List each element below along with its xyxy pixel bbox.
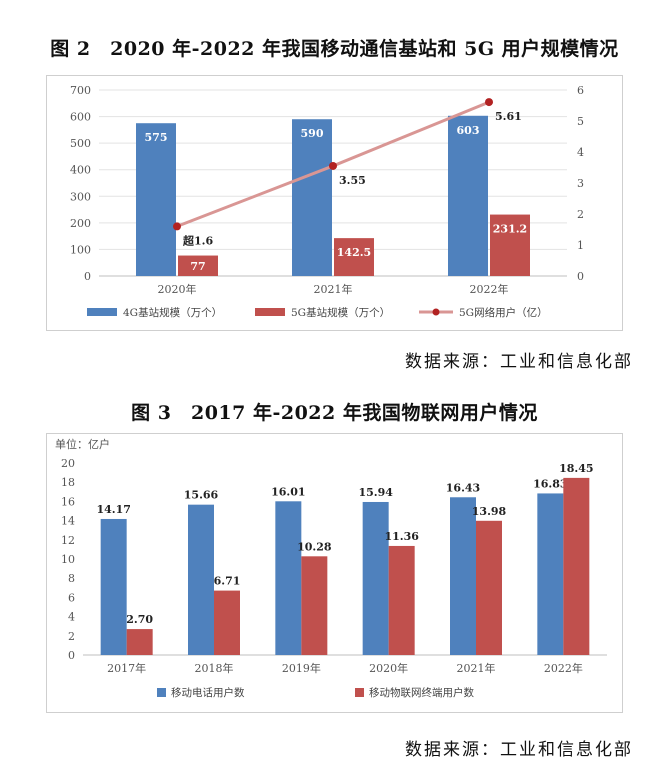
y-tick-label: 6 (68, 591, 75, 604)
bar-iot-terminal-users (476, 520, 502, 655)
bar-mobile-phone-users (362, 501, 389, 655)
legend-iot-terminal-users-label: 移动物联网终端用户数 (369, 686, 474, 699)
y2-tick-label: 4 (577, 146, 584, 159)
bar-iot-terminal-users (388, 545, 415, 655)
y-tick-label: 700 (70, 84, 91, 97)
legend-mobile-phone-users-swatch (157, 688, 166, 697)
line-5g-users-point (329, 161, 337, 170)
x-tick-label: 2018年 (195, 661, 234, 675)
y2-tick-label: 1 (577, 239, 584, 252)
figure-2-title: 图 2 2020 年-2022 年我国移动通信基站和 5G 用户规模情况 (50, 38, 619, 60)
bar-mobile-phone-users-value-label: 15.66 (184, 489, 219, 502)
legend-4g-swatch (87, 308, 117, 316)
bar-iot-terminal-users-value-label: 2.70 (126, 613, 153, 626)
y-tick-label: 500 (70, 137, 91, 150)
x-tick-label: 2020年 (369, 661, 408, 675)
chart-2-svg: 单位：亿户 0 2 4 6 8 10 12 14 16 18 20 2017年 14.17 2.70 2018… (55, 437, 607, 699)
y-tick-label: 100 (70, 243, 91, 256)
legend-5g-label: 5G基站规模（万个） (291, 306, 390, 319)
line-5g-users-value-label: 5.61 (495, 110, 522, 123)
bar-mobile-phone-users-value-label: 16.83 (533, 477, 567, 490)
chart-1-svg: 0 100 200 300 400 500 600 700 0 1 2 3 4 5 6 2020年 2021年 2… (70, 84, 584, 319)
legend-mobile-phone-users-label: 移动电话用户数 (171, 686, 245, 699)
figure-3-title: 图 3 2017 年-2022 年我国物联网用户情况 (131, 402, 538, 424)
bar-mobile-phone-users-value-label: 16.43 (446, 481, 480, 494)
y-tick-label: 4 (68, 611, 75, 624)
y-tick-label: 12 (61, 534, 75, 547)
bar-mobile-phone-users (100, 518, 127, 655)
bar-mobile-phone-users-value-label: 14.17 (96, 503, 130, 516)
bar-4g (292, 119, 332, 276)
bar-mobile-phone-users (275, 501, 302, 655)
y-tick-label: 8 (68, 572, 75, 585)
bar-mobile-phone-users-value-label: 15.94 (358, 486, 393, 499)
bar-4g-value-label: 575 (145, 131, 168, 144)
y-tick-label: 2 (68, 630, 75, 643)
y-tick-label: 10 (61, 553, 75, 566)
bar-iot-terminal-users-value-label: 18.45 (559, 462, 593, 475)
chart-base-stations-5g-users: 0 100 200 300 400 500 600 700 0 1 2 3 4 5 6 2020年 2021年 2… (46, 75, 623, 331)
bar-5g (334, 238, 374, 276)
legend-iot-terminal-users-swatch (355, 688, 364, 697)
x-tick-label: 2022年 (470, 282, 509, 296)
bar-5g (178, 255, 218, 276)
bar-4g (448, 115, 488, 276)
y-tick-label: 16 (61, 495, 75, 508)
bar-iot-terminal-users (126, 629, 153, 655)
y2-tick-label: 3 (577, 177, 584, 190)
chart-iot-users: 单位：亿户 0 2 4 6 8 10 12 14 16 18 20 2017年 14.17 2.70 2018… (46, 433, 623, 713)
figure-3-source: 数据来源：工业和信息化部 (405, 740, 633, 760)
legend-5g-swatch (255, 308, 285, 316)
bar-iot-terminal-users-value-label: 11.36 (384, 530, 419, 543)
y-tick-label: 0 (68, 649, 75, 662)
bar-iot-terminal-users-value-label: 6.71 (214, 575, 241, 588)
bar-iot-terminal-users (563, 477, 590, 655)
legend-5g-users-label: 5G网络用户（亿） (459, 306, 548, 319)
bar-iot-terminal-users-value-label: 10.28 (297, 540, 332, 553)
line-5g-users-value-label: 3.55 (339, 174, 366, 187)
y-tick-label: 600 (70, 111, 91, 124)
legend-4g-label: 4G基站规模（万个） (123, 306, 222, 319)
y-tick-label: 14 (61, 515, 75, 528)
bar-5g-value-label: 142.5 (337, 246, 371, 259)
x-tick-label: 2021年 (314, 282, 353, 296)
bar-iot-terminal-users-value-label: 13.98 (472, 505, 507, 518)
bar-mobile-phone-users (537, 493, 564, 655)
x-tick-label: 2017年 (107, 661, 146, 675)
y-tick-label: 300 (70, 190, 91, 203)
y2-tick-label: 5 (577, 115, 584, 128)
bar-mobile-phone-users (450, 497, 476, 655)
x-tick-label: 2019年 (282, 661, 321, 675)
x-tick-label: 2022年 (544, 661, 583, 675)
line-5g-users-point (485, 98, 493, 107)
y-tick-label: 200 (70, 217, 91, 230)
bar-5g-value-label: 231.2 (493, 223, 527, 236)
bar-iot-terminal-users (301, 556, 328, 655)
y2-tick-label: 0 (577, 270, 584, 283)
bar-iot-terminal-users (214, 590, 240, 655)
bar-5g (490, 214, 530, 276)
bar-mobile-phone-users-value-label: 16.01 (271, 485, 305, 498)
x-tick-label: 2021年 (457, 661, 496, 675)
legend-5g-users-marker (432, 308, 440, 316)
unit-label: 单位：亿户 (55, 437, 110, 451)
bar-4g-value-label: 590 (301, 127, 324, 140)
y-tick-label: 20 (61, 457, 75, 470)
y2-tick-label: 6 (577, 84, 584, 97)
bar-mobile-phone-users (188, 504, 214, 655)
x-tick-label: 2020年 (158, 282, 197, 296)
bar-4g (136, 123, 176, 276)
line-5g-users-point (173, 222, 181, 231)
bar-4g-value-label: 603 (457, 124, 480, 137)
y-tick-label: 400 (70, 164, 91, 177)
y2-tick-label: 2 (577, 208, 584, 221)
bar-5g-value-label: 77 (190, 260, 205, 273)
y-tick-label: 0 (84, 270, 91, 283)
figure-2-source: 数据来源：工业和信息化部 (405, 352, 633, 372)
line-5g-users-value-label: 超1.6 (182, 233, 213, 247)
y-tick-label: 18 (61, 476, 75, 489)
